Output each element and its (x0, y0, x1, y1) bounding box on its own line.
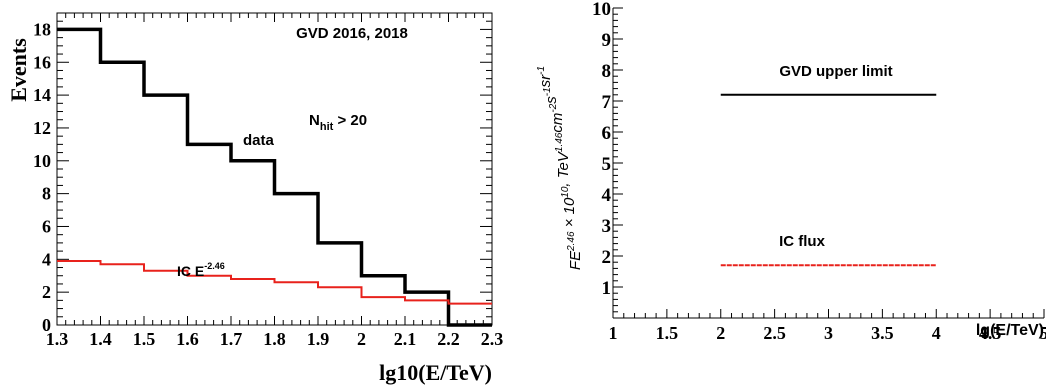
x-tick-label: 3.5 (871, 323, 894, 343)
x-tick-label: 1.8 (263, 329, 286, 349)
x-tick-label: 1.4 (89, 329, 112, 349)
y-tick-label: 18 (33, 19, 51, 39)
y-tick-label: 7 (602, 92, 612, 113)
x-tick-label: 3 (824, 323, 833, 343)
y-tick-label: 2 (602, 247, 612, 268)
x-tick-label: 1 (609, 323, 618, 343)
y-tick-label: 10 (33, 151, 51, 171)
y-tick-label: 4 (42, 249, 51, 269)
gvd-upper-limit-label: GVD upper limit (779, 63, 892, 80)
x-tick-label: 2.2 (437, 329, 460, 349)
y-axis-title: Events (6, 38, 31, 102)
y-tick-label: 5 (602, 154, 612, 175)
x-tick-label: 4.5 (979, 323, 1002, 343)
flux-limit-chart: 1 1.5 2 2.5 3 3.5 4 4.5 5 1 2 3 4 5 6 7 8 9 10 GVD upper li… (536, 0, 1046, 343)
y-tick-label: 14 (33, 85, 51, 105)
x-tick-label: 1.5 (656, 323, 679, 343)
x-tick-label: 1.6 (176, 329, 199, 349)
x-tick-label: 2.3 (481, 329, 504, 349)
x-tick-label: 2 (716, 323, 725, 343)
y-axis-title: FE2.46 × 1010, TeV1.46cm-2s-1sr-1 (536, 66, 584, 270)
y-tick-label: 2 (42, 282, 51, 302)
y-tick-label: 8 (602, 61, 612, 82)
x-tick-label: 1.3 (46, 329, 69, 349)
x-tick-label: 2 (357, 329, 366, 349)
events-histogram-chart: 1.3 1.4 1.5 1.6 1.7 1.8 1.9 2 2.1 2.2 2.3 0 2 4 6 8 10 12… (6, 12, 504, 385)
x-axis-title: lg10(E/TeV) (379, 360, 492, 385)
ic-flux-label: IC flux (779, 233, 825, 250)
x-tick-label: 5 (1040, 323, 1046, 343)
y-tick-label: 9 (602, 30, 612, 51)
x-tick-label: 1.7 (220, 329, 243, 349)
y-tick-label: 6 (42, 216, 51, 236)
x-axis-title: lg(E/TeV) (976, 322, 1044, 339)
y-tick-label: 3 (602, 216, 612, 237)
y-tick-label: 16 (33, 52, 51, 72)
y-tick-label: 4 (602, 185, 612, 206)
data-series-label: data (243, 132, 275, 149)
title-annotation: GVD 2016, 2018 (296, 25, 408, 42)
x-tick-label: 1.9 (307, 329, 330, 349)
y-tick-label: 8 (42, 184, 51, 204)
y-tick-label: 12 (33, 118, 51, 138)
series-data-line (57, 27, 492, 327)
ic-series-label: IC E-2.46 (177, 261, 225, 279)
y-tick-label: 10 (592, 0, 611, 20)
nhit-annotation: Nhit > 20 (309, 112, 367, 133)
x-tick-label: 4 (932, 323, 941, 343)
y-tick-label: 0 (42, 315, 51, 335)
series-ic-line (57, 259, 492, 305)
x-tick-label: 2.5 (763, 323, 786, 343)
y-tick-label: 6 (602, 123, 612, 144)
x-tick-label: 1.5 (133, 329, 156, 349)
x-tick-label: 2.1 (394, 329, 417, 349)
y-tick-label: 1 (602, 278, 612, 299)
